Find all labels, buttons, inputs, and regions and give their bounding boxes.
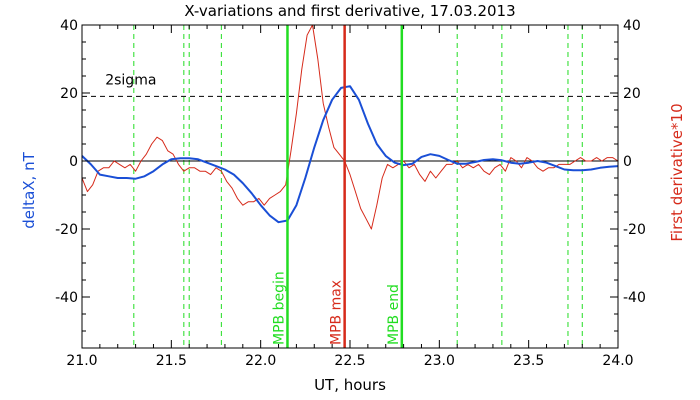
y-tick-label-left: 0 (69, 154, 78, 170)
y-tick-label-right: -20 (623, 222, 646, 238)
y-tick-label-right: -40 (623, 290, 646, 306)
x-tick-label: 23.5 (513, 353, 544, 369)
mpb-max-label: MPB max (329, 280, 345, 345)
y-tick-label-left: -40 (55, 290, 78, 306)
ticks (81, 24, 619, 349)
chart-title: X-variations and first derivative, 17.03… (184, 2, 515, 20)
x-tick-label: 22.0 (245, 353, 276, 369)
mpb-markers (286, 25, 404, 348)
axes (81, 24, 619, 349)
mpb-begin-label: MPB begin (271, 271, 287, 345)
y-axis-label-left: deltaX, nT (20, 151, 38, 228)
x-tick-label: 21.5 (156, 353, 187, 369)
y-tick-label-right: 0 (623, 154, 632, 170)
y-axis-label-right: First derivative*10 (668, 103, 686, 241)
x-tick-label: 23.0 (424, 353, 455, 369)
y-tick-label-right: 20 (623, 86, 641, 102)
series-derivative-line (81, 24, 619, 230)
plot-frame (81, 24, 619, 349)
mpb-labels: MPB begin MPB max MPB end (271, 271, 401, 345)
series-deltax-line (81, 85, 619, 224)
tick-labels: 21.0 21.5 22.0 22.5 23.0 23.5 24.0 -40 -40 -20 -20… (55, 18, 646, 369)
x-tick-label: 21.0 (66, 353, 97, 369)
y-tick-label-left: 40 (60, 18, 78, 34)
mpb-end-label: MPB end (386, 284, 402, 345)
y-tick-label-left: -20 (55, 222, 78, 238)
x-tick-label: 24.0 (602, 353, 633, 369)
y-tick-label-left: 20 (60, 86, 78, 102)
x-axis-label: UT, hours (314, 376, 386, 394)
sigma-label: 2sigma (105, 73, 156, 89)
series-group (81, 24, 619, 230)
x-tick-label: 22.5 (334, 353, 365, 369)
dashed-markers (133, 25, 583, 348)
y-tick-label-right: 40 (623, 18, 641, 34)
